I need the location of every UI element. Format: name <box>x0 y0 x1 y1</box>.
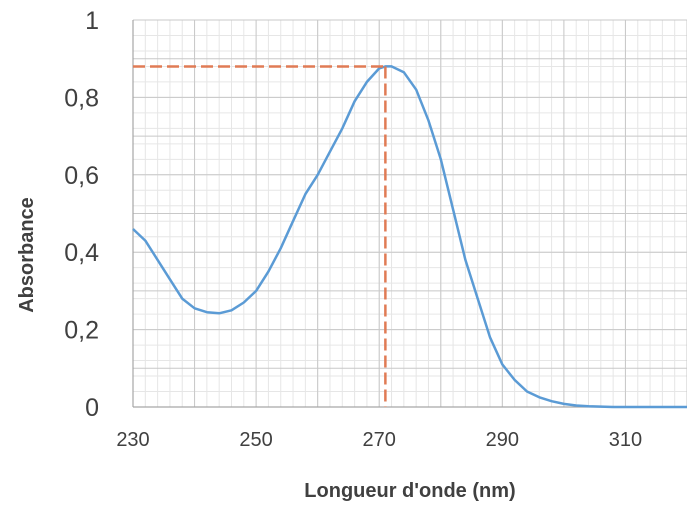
y-tick-label: 0,4 <box>64 239 99 267</box>
x-tick-label: 250 <box>239 429 272 451</box>
x-tick-label: 290 <box>486 429 519 451</box>
y-tick-labels: 0 0,2 0,4 0,6 0,8 1 <box>64 7 99 422</box>
x-tick-labels: 230 250 270 290 310 <box>116 429 642 451</box>
y-axis-title: Absorbance <box>16 197 38 313</box>
y-tick-label: 0 <box>85 394 99 422</box>
y-tick-label: 0,8 <box>64 84 99 112</box>
x-tick-label: 230 <box>116 429 149 451</box>
x-axis-title: Longueur d'onde (nm) <box>304 480 515 502</box>
peak-marker <box>133 65 387 407</box>
series-line <box>132 65 687 409</box>
y-tick-label: 0,2 <box>64 317 99 345</box>
y-tick-label: 1 <box>85 7 99 35</box>
x-tick-label: 310 <box>609 429 642 451</box>
series-line-group <box>132 65 687 409</box>
x-tick-label: 270 <box>363 429 396 451</box>
major-grid <box>132 19 687 408</box>
y-tick-label: 0,6 <box>64 162 99 190</box>
